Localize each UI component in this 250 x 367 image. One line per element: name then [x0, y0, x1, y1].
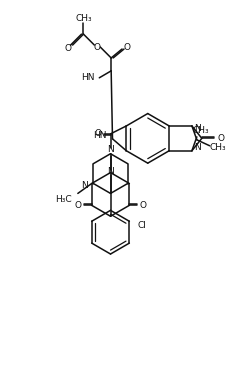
Text: CH₃: CH₃ [208, 143, 225, 152]
Text: HN: HN [80, 73, 94, 82]
Text: N: N [193, 143, 200, 152]
Text: O: O [74, 201, 81, 210]
Text: N: N [107, 167, 114, 176]
Text: CH₃: CH₃ [75, 14, 92, 23]
Text: N: N [107, 145, 114, 154]
Text: CH₃: CH₃ [192, 126, 208, 135]
Text: H₃C: H₃C [55, 195, 72, 204]
Text: N: N [193, 124, 200, 134]
Text: Cl: Cl [137, 221, 145, 230]
Text: O: O [123, 43, 130, 51]
Text: HN: HN [93, 131, 106, 140]
Text: O: O [139, 201, 146, 210]
Text: O: O [216, 134, 223, 143]
Text: N: N [81, 181, 87, 190]
Text: O: O [94, 130, 101, 138]
Text: O: O [94, 43, 100, 51]
Text: O: O [64, 44, 71, 52]
